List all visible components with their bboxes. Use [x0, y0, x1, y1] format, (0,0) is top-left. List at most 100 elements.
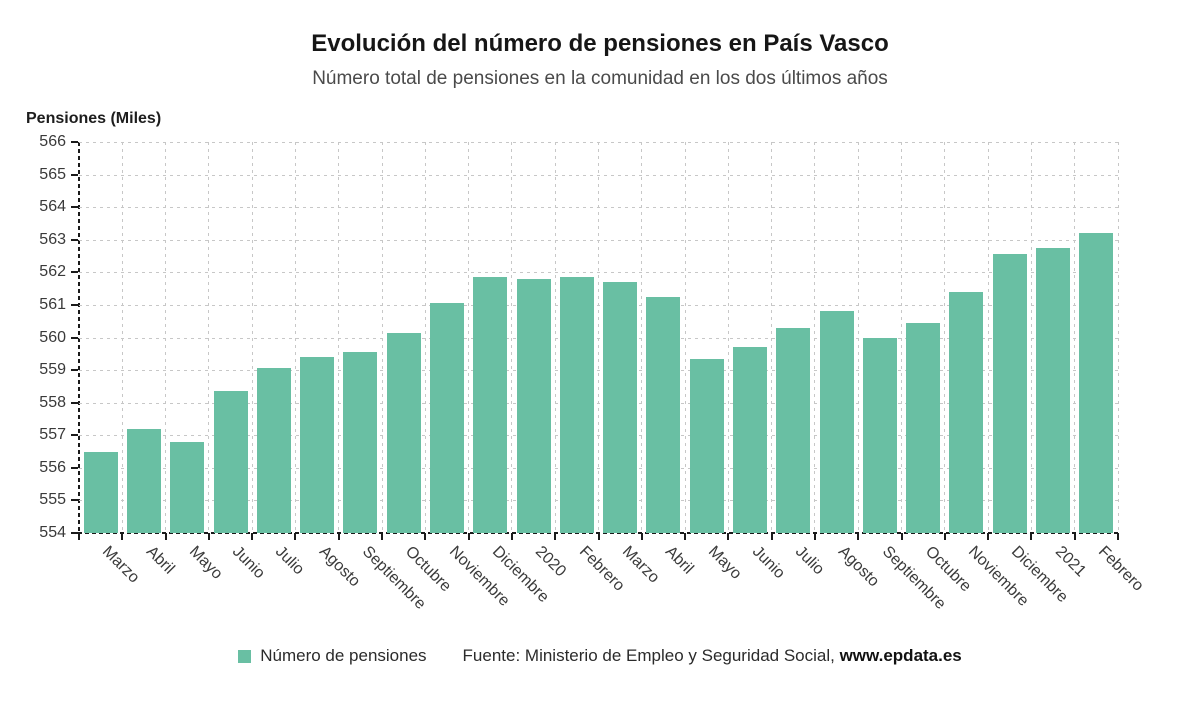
v-gridline — [1074, 142, 1076, 533]
y-tick-mark — [71, 532, 78, 534]
y-tick-mark — [71, 401, 78, 404]
y-tick-label: 556 — [39, 458, 66, 476]
v-gridline — [424, 142, 426, 533]
bar-agosto[interactable] — [300, 357, 335, 533]
x-tick-label: Abril — [142, 543, 178, 578]
chart-title: Evolución del número de pensiones en Paí… — [311, 30, 889, 57]
x-tick-mark — [857, 533, 860, 540]
bar-febrero[interactable] — [559, 277, 594, 533]
v-gridline — [1117, 142, 1119, 533]
v-gridline — [814, 142, 816, 533]
x-tick-mark — [1030, 533, 1033, 540]
y-tick-label: 563 — [39, 230, 66, 248]
bar-julio[interactable] — [256, 368, 291, 533]
x-tick-mark — [381, 533, 384, 540]
x-tick-mark — [684, 533, 687, 540]
x-tick-mark — [78, 533, 80, 540]
x-tick-mark — [943, 533, 946, 540]
v-gridline — [165, 142, 167, 533]
x-tick-label: Marzo — [99, 543, 143, 587]
y-tick-mark — [71, 141, 78, 143]
x-tick-label: 2021 — [1051, 543, 1089, 581]
y-tick-label: 566 — [39, 133, 66, 150]
x-tick-mark — [424, 533, 427, 540]
x-tick-mark — [987, 533, 990, 540]
plot-area — [71, 141, 1119, 540]
bar-octubre[interactable] — [906, 322, 941, 533]
y-tick-mark — [71, 499, 78, 502]
bar-agosto[interactable] — [819, 311, 854, 533]
legend-label: Número de pensiones — [260, 646, 427, 665]
x-tick-mark — [727, 533, 730, 540]
v-gridline — [121, 142, 123, 533]
y-tick-mark — [71, 466, 78, 469]
y-tick-label: 560 — [39, 328, 66, 346]
y-tick-mark — [71, 369, 78, 372]
bar-noviembre[interactable] — [949, 291, 984, 533]
y-tick-mark — [71, 434, 78, 437]
y-tick-label: 561 — [39, 295, 66, 313]
v-gridline — [901, 142, 903, 533]
v-gridline — [251, 142, 253, 533]
x-tick-mark — [467, 533, 470, 540]
v-gridline — [381, 142, 383, 533]
v-gridline — [554, 142, 556, 533]
y-tick-mark — [71, 336, 78, 339]
y-axis-title: Pensiones (Miles) — [26, 110, 162, 127]
bar-junio[interactable] — [213, 391, 248, 533]
bar-noviembre[interactable] — [429, 303, 464, 533]
bar-2020[interactable] — [516, 278, 551, 533]
bar-junio[interactable] — [733, 347, 768, 533]
legend-item-pensiones[interactable]: Número de pensiones — [238, 646, 427, 666]
y-tick-label: 559 — [39, 361, 66, 379]
y-tick-label: 557 — [39, 426, 66, 444]
bar-marzo[interactable] — [603, 282, 638, 533]
bar-julio[interactable] — [776, 327, 811, 533]
v-gridline — [641, 142, 643, 533]
bar-2021[interactable] — [1036, 247, 1071, 533]
x-tick-label: Julio — [272, 543, 308, 579]
x-tick-mark — [207, 533, 210, 540]
x-tick-mark — [121, 533, 124, 540]
x-tick-mark — [1117, 533, 1119, 540]
v-gridline — [771, 142, 773, 533]
y-tick-label: 564 — [39, 198, 66, 216]
v-gridline — [944, 142, 946, 533]
bar-abril[interactable] — [126, 428, 161, 533]
y-tick-mark — [71, 303, 78, 306]
bar-octubre[interactable] — [386, 332, 421, 533]
x-tick-label: Febrero — [575, 543, 628, 595]
y-tick-label: 565 — [39, 165, 66, 183]
x-tick-label: Mayo — [185, 543, 226, 583]
y-tick-mark — [71, 206, 78, 209]
v-gridline — [1030, 142, 1032, 533]
x-tick-mark — [510, 533, 513, 540]
y-tick-label: 555 — [39, 491, 66, 509]
source-link[interactable]: www.epdata.es — [839, 646, 962, 665]
y-tick-label: 562 — [39, 263, 66, 281]
chart-subtitle: Número total de pensiones en la comunida… — [312, 68, 888, 89]
x-tick-mark — [251, 533, 254, 540]
x-tick-mark — [1073, 533, 1076, 540]
v-gridline — [294, 142, 296, 533]
bar-septiembre[interactable] — [343, 352, 378, 533]
bar-febrero[interactable] — [1079, 233, 1114, 533]
x-tick-label: Febrero — [1094, 543, 1147, 595]
x-tick-mark — [554, 533, 557, 540]
v-gridline — [468, 142, 470, 533]
source-text: Fuente: Ministerio de Empleo y Seguridad… — [463, 646, 962, 666]
x-tick-label: Abril — [662, 543, 697, 578]
y-tick-label: 554 — [39, 524, 66, 541]
x-tick-label: Agosto — [315, 543, 363, 591]
bar-mayo[interactable] — [170, 441, 205, 533]
chart-footer: Número de pensiones Fuente: Ministerio d… — [0, 646, 1200, 666]
x-tick-mark — [337, 533, 340, 540]
x-tick-mark — [640, 533, 643, 540]
bar-marzo[interactable] — [83, 451, 118, 533]
bar-diciembre[interactable] — [473, 277, 508, 533]
bar-diciembre[interactable] — [992, 254, 1027, 533]
bar-septiembre[interactable] — [862, 337, 897, 533]
y-tick-mark — [71, 173, 78, 176]
bar-mayo[interactable] — [689, 358, 724, 533]
bar-abril[interactable] — [646, 296, 681, 533]
